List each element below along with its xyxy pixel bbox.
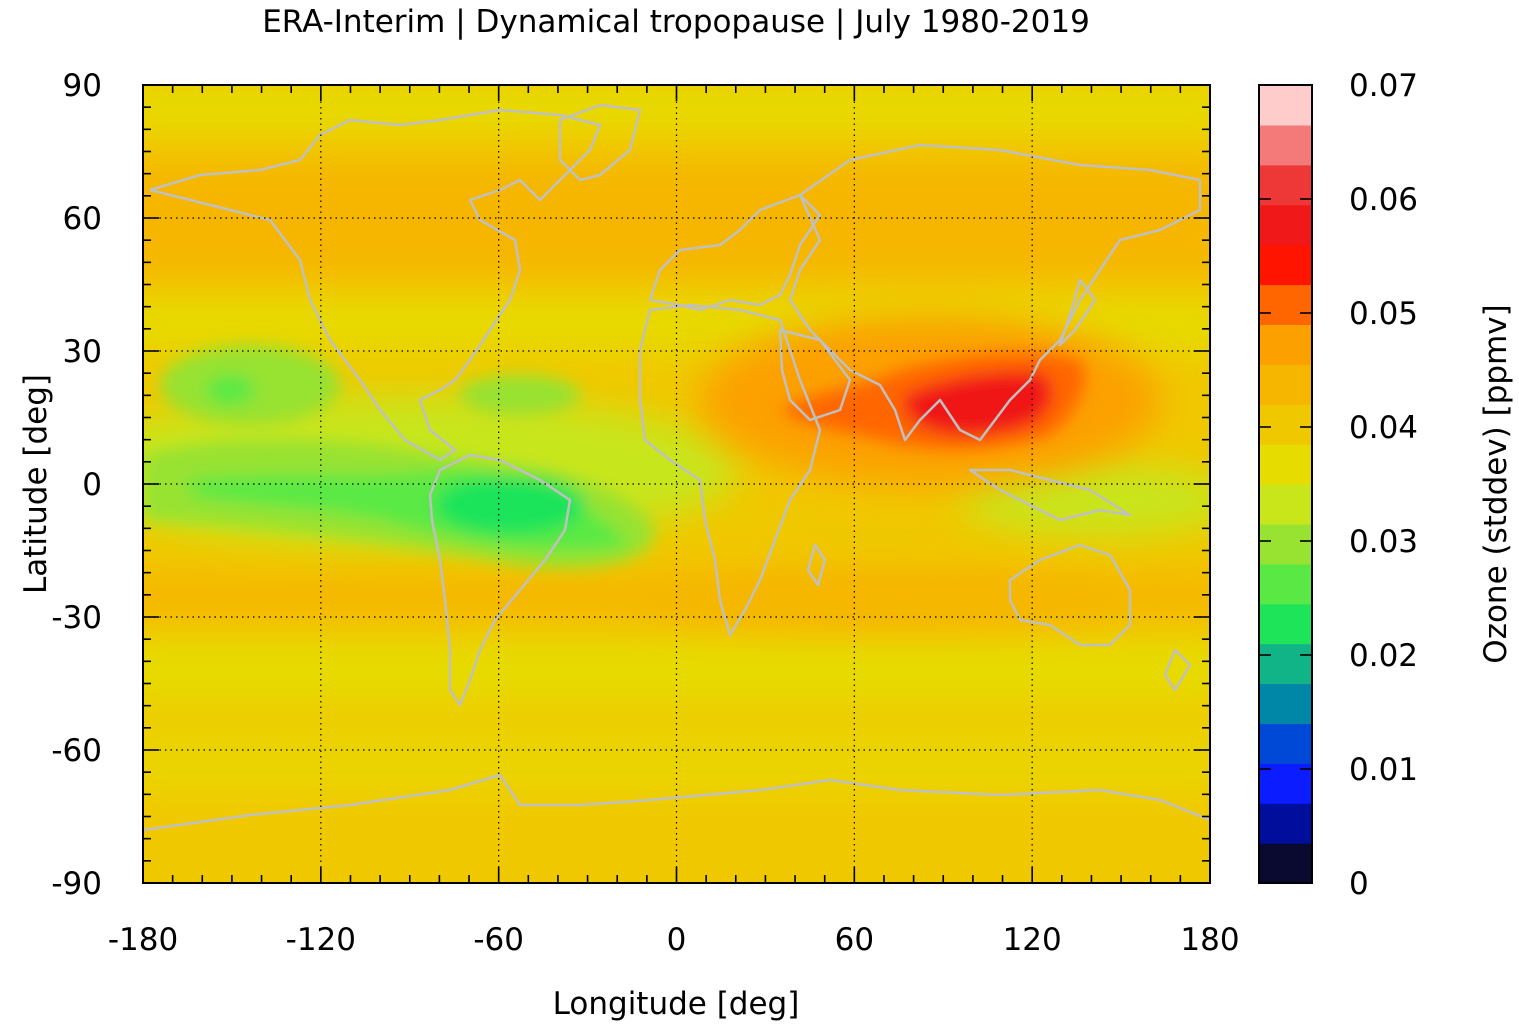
colorbar-bin-18 [1259,124,1312,166]
coast-indonesia [968,468,1132,522]
y-tick-labels: 90 60 30 0 -30 -60 -90 [51,68,102,902]
x-tick-labels: -180 -120 -60 0 60 120 180 [108,922,1240,958]
colorbar-bin-8 [1259,523,1312,565]
x-tick-label: -60 [473,922,524,958]
colorbar-bin-4 [1259,683,1312,724]
colorbar-bin-12 [1259,364,1312,405]
colorbar-bin-7 [1259,563,1312,605]
colorbar-bin-15 [1259,244,1312,286]
coast-north-america [149,108,602,462]
colorbar-bin-9 [1259,484,1312,525]
colorbar-bin-5 [1259,643,1312,685]
colorbar-bin-0 [1259,843,1312,884]
colorbar-bin-13 [1259,324,1312,365]
colorbar-bin-11 [1259,404,1312,445]
coast-africa [638,303,822,637]
coast-greenland [558,103,642,182]
coast-south-america [428,453,572,707]
colorbar-tick-label: 0.04 [1349,410,1418,446]
colorbar-bin-16 [1259,204,1312,246]
colorbar-bin-6 [1259,603,1312,645]
y-axis-label: Latitude [deg] [18,374,54,594]
colorbar-bin-19 [1259,85,1312,126]
colorbar-label: Ozone (stddev) [ppmv] [1478,304,1514,663]
colorbar-tick-label: 0.02 [1349,638,1418,674]
axis-ticks [142,84,1211,884]
colorbar-tick-label: 0.05 [1349,296,1418,332]
colorbar [1259,85,1312,884]
colorbar-tick-label: 0.07 [1349,68,1418,104]
x-tick-label: 120 [1003,922,1062,958]
colorbar-tick-label: 0.03 [1349,524,1418,560]
y-tick-label: -60 [51,733,102,769]
coast-asia [788,143,1202,442]
coast-europe [648,193,822,312]
colorbar-bin-14 [1259,284,1312,325]
colorbar-bin-3 [1259,723,1312,764]
colorbar-tick-label: 0.06 [1349,182,1418,218]
coast-new-zealand [1163,648,1192,692]
x-tick-label: -180 [108,922,178,958]
y-tick-label: 0 [82,467,102,503]
north-pacific-core [205,375,255,405]
band-south-yellow [143,640,1210,700]
coastlines [143,103,1210,832]
colorbar-tick-label: 0 [1349,866,1369,902]
x-axis-label: Longitude [deg] [553,986,800,1022]
band-arctic [143,85,1210,130]
chart-title: ERA-Interim | Dynamical tropopause | Jul… [262,4,1090,40]
tropics-east-green [960,465,1210,535]
colorbar-bin-2 [1259,763,1312,804]
band-south-high [143,725,1210,795]
coast-japan [1058,278,1097,347]
grid-lines [143,85,1210,883]
x-tick-label: -120 [286,922,356,958]
y-tick-label: 60 [63,201,102,237]
caribbean-green [460,375,580,415]
y-tick-label: -90 [51,866,102,902]
colorbar-bin-10 [1259,444,1312,485]
coast-antarctica [143,773,1210,832]
colorbar-tick-label: 0.01 [1349,752,1418,788]
y-tick-label: 90 [63,68,102,104]
asia-monsoon-core [903,371,1053,436]
x-tick-label: 180 [1180,922,1239,958]
colorbar-tick-labels: 0 0.01 0.02 0.03 0.04 0.05 0.06 0.07 [1349,68,1418,902]
x-tick-label: 60 [835,922,874,958]
east-pacific-orange [640,575,1120,625]
coast-madagascar [806,543,827,587]
south-america-min [435,475,585,535]
colorbar-bin-1 [1259,803,1312,844]
y-tick-label: 30 [63,334,102,370]
x-tick-label: 0 [667,922,687,958]
band-north-mid [143,160,1210,280]
colorbar-frame [1258,84,1313,884]
y-tick-label: -30 [51,600,102,636]
